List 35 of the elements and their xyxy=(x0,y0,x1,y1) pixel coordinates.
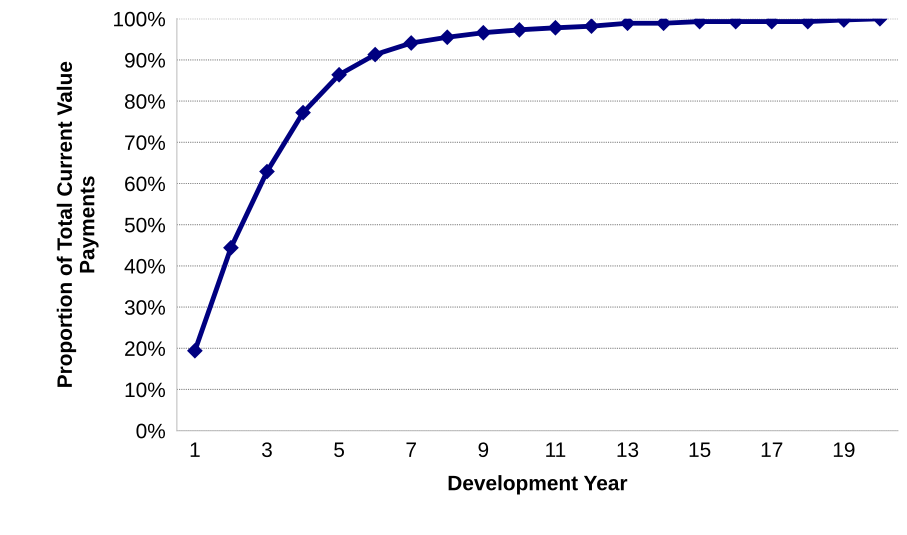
x-tick-label: 9 xyxy=(478,442,488,458)
x-tick-label: 1 xyxy=(190,442,200,457)
point xyxy=(295,105,311,120)
y-tick-label: 40% xyxy=(124,258,166,274)
x-tick-label: 15 xyxy=(690,442,710,458)
y-tick-label: 0% xyxy=(136,424,166,438)
y-tick-label: 30% xyxy=(124,300,166,315)
y-tick-label: 90% xyxy=(125,52,166,68)
x-tick-label: 19 xyxy=(834,442,854,458)
point xyxy=(584,18,600,34)
y-tick-label: 50% xyxy=(124,218,166,232)
y-tick-label: 10% xyxy=(126,382,166,398)
point xyxy=(259,164,275,180)
x-tick-label: 3 xyxy=(262,442,272,458)
x-tick-label: 7 xyxy=(406,442,416,457)
y-tick-label: 20% xyxy=(125,341,166,356)
y-tick-label: 80% xyxy=(124,94,166,109)
point xyxy=(332,67,347,82)
point xyxy=(404,35,419,51)
point xyxy=(512,22,527,38)
y-tick-label: 60% xyxy=(125,176,166,192)
y-tick-label: 100% xyxy=(114,12,166,26)
point xyxy=(187,343,202,358)
point xyxy=(440,30,455,45)
x-axis-title: Development Year xyxy=(448,475,628,495)
x-tick-label: 17 xyxy=(762,442,782,457)
y-axis-title: Proportion of Total Current Value Payments xyxy=(56,62,99,387)
x-tick-label: 5 xyxy=(334,442,344,458)
x-tick-label: 11 xyxy=(546,442,566,457)
x-tick-label: 13 xyxy=(618,442,638,458)
point xyxy=(223,240,239,256)
y-tick-label: 70% xyxy=(125,135,166,150)
point xyxy=(368,46,383,62)
point xyxy=(548,20,563,36)
point xyxy=(476,25,491,40)
